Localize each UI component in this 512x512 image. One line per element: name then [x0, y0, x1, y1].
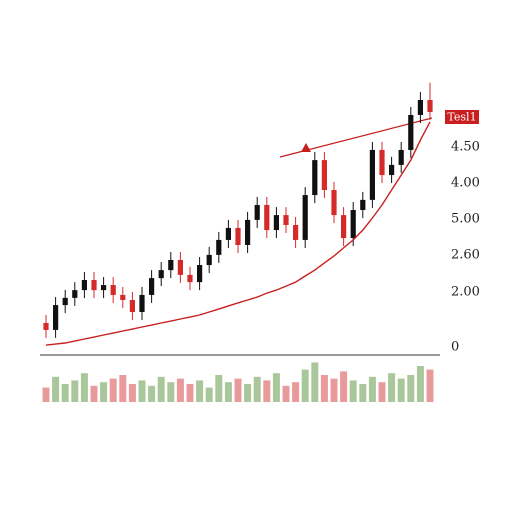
- candle-body: [235, 227, 241, 246]
- axis-label: 2.00: [451, 285, 480, 300]
- volume-bar: [100, 382, 108, 402]
- volume-bar: [138, 380, 146, 402]
- volume-bar: [157, 376, 165, 402]
- volume-bar: [167, 382, 175, 402]
- candle-body: [206, 254, 212, 266]
- volume-bar: [368, 376, 376, 402]
- moving-average: [45, 121, 431, 346]
- candle-body: [43, 322, 49, 330]
- volume-bar: [61, 384, 69, 402]
- volume-bar: [42, 387, 50, 402]
- candle-body: [168, 259, 174, 271]
- candle-body: [389, 164, 395, 176]
- candle-body: [53, 305, 59, 330]
- volume-bar: [301, 369, 309, 402]
- volume-bar: [349, 380, 357, 402]
- volume-bar: [359, 384, 367, 402]
- candle-body: [197, 265, 203, 283]
- candle-body: [398, 149, 404, 165]
- axis-label: 4.00: [451, 176, 480, 191]
- volume-bar: [244, 384, 252, 402]
- candle-body: [158, 270, 164, 279]
- volume-bar: [52, 376, 60, 402]
- candle-body: [187, 274, 193, 283]
- volume-bar: [148, 385, 156, 402]
- candle-body: [273, 215, 279, 231]
- volume-bar: [282, 385, 290, 402]
- candle-body: [216, 239, 222, 255]
- candle-body: [72, 290, 78, 298]
- volume-bar: [292, 382, 300, 402]
- volume-bar: [186, 384, 194, 402]
- volume-bar: [109, 378, 117, 402]
- volume-bar: [378, 382, 386, 402]
- volume-bar: [90, 385, 98, 402]
- candle-body: [302, 195, 308, 240]
- volume-bar: [215, 375, 223, 402]
- volume-bar: [320, 375, 328, 402]
- volume-bar: [407, 375, 415, 402]
- volume-bar: [205, 387, 213, 402]
- candle-body: [225, 227, 231, 240]
- volume-bar: [119, 375, 127, 402]
- axis-label: 0: [451, 340, 459, 355]
- volume-bar: [80, 373, 88, 402]
- candle-body: [427, 100, 433, 113]
- volume-bar: [176, 378, 184, 402]
- volume-bar: [224, 382, 232, 402]
- candle-body: [264, 204, 270, 231]
- candle-body: [81, 279, 87, 291]
- volume-bar: [330, 378, 338, 402]
- volume-bar: [272, 373, 280, 402]
- candle-body: [245, 219, 251, 246]
- candle-body: [312, 160, 318, 196]
- candle-body: [331, 190, 337, 216]
- volume-bar: [253, 376, 261, 402]
- candle-body: [350, 210, 356, 239]
- volume-bar: [340, 371, 348, 402]
- volume-bar: [196, 380, 204, 402]
- candle-body: [62, 297, 68, 306]
- candle-body: [149, 278, 155, 295]
- candle-body: [417, 100, 423, 115]
- candle-body: [408, 114, 414, 150]
- tag-label: Tesl1: [447, 111, 476, 124]
- candle-body: [321, 160, 327, 191]
- volume-bar: [234, 378, 242, 402]
- candle-body: [120, 294, 126, 301]
- volume-bar: [397, 378, 405, 402]
- volume-bar: [426, 369, 434, 402]
- candle-body: [129, 300, 135, 313]
- candle-body: [177, 259, 183, 275]
- candle-body: [110, 285, 116, 295]
- volume-bar: [388, 373, 396, 402]
- candle-body: [283, 215, 289, 225]
- tag-box: [445, 110, 479, 124]
- candle-body: [91, 279, 97, 291]
- axis-label: 5.00: [451, 212, 480, 227]
- candle-body: [101, 285, 107, 291]
- candle-body: [360, 199, 366, 211]
- candle-body: [341, 215, 347, 239]
- plot: [42, 82, 434, 402]
- volume-bar: [311, 362, 319, 402]
- volume-bar: [128, 384, 136, 402]
- candle-body: [379, 149, 385, 176]
- candle-body: [293, 224, 299, 240]
- volume-bar: [263, 380, 271, 402]
- axis-label: 2.60: [451, 248, 480, 263]
- axis-label: 4.50: [451, 140, 480, 155]
- candle-body: [254, 204, 260, 220]
- volume-bar: [71, 380, 79, 402]
- candle-body: [369, 149, 375, 200]
- trend-arrow: [301, 143, 311, 152]
- volume-bar: [416, 366, 424, 402]
- candle-body: [139, 294, 145, 313]
